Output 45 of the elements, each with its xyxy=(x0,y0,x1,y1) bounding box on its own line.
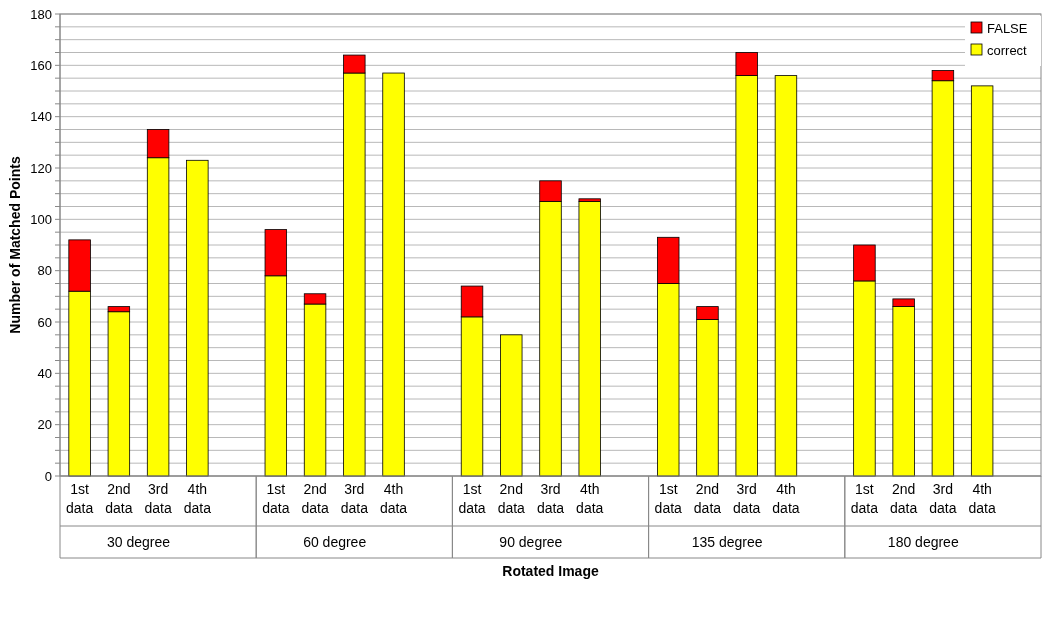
y-tick-label: 120 xyxy=(30,160,52,176)
x-tick-label: 4th data xyxy=(183,481,212,516)
x-tick-label: 2nd data xyxy=(301,481,329,516)
text: 90 degree xyxy=(499,534,563,550)
legend-label: correct xyxy=(987,42,1028,58)
text: 60 degree xyxy=(303,534,367,550)
x-tick-label: 4th data xyxy=(968,481,996,516)
x-tick-label: 2nd data xyxy=(105,481,133,516)
x-tick-label: 4th data xyxy=(576,481,604,516)
y-tick-label: 0 xyxy=(44,468,52,484)
bar xyxy=(186,159,209,477)
y-tick-label: 160 xyxy=(30,57,52,73)
text: 135 degree xyxy=(691,534,763,550)
y-tick-label: 20 xyxy=(37,417,52,433)
bar xyxy=(382,72,405,477)
x-tick-label: 3rd data xyxy=(536,481,565,516)
x-tick-label: 1st data xyxy=(654,481,683,516)
y-tick-label: 180 xyxy=(30,6,52,22)
x-tick-label: 4th data xyxy=(379,481,408,516)
x-tick-label: 4th data xyxy=(772,481,800,516)
y-tick-label: 40 xyxy=(37,365,52,381)
x-tick-label: 3rd data xyxy=(929,481,957,516)
x-tick-label: 3rd data xyxy=(733,481,761,516)
x-axis-title: Rotated Image xyxy=(502,563,599,579)
x-tick-label: 1st data xyxy=(66,481,94,516)
x-tick-label: 1st data xyxy=(262,481,290,516)
y-axis-title: Number of Matched Points xyxy=(7,156,23,334)
y-tick-label: 100 xyxy=(30,211,52,227)
text: 180 degree xyxy=(887,534,959,550)
x-tick-label: 2nd data xyxy=(497,481,526,516)
y-tick-label: 60 xyxy=(37,314,52,330)
x-tick-label: 2nd data xyxy=(693,481,722,516)
x-tick-label: 1st data xyxy=(458,481,486,516)
bar xyxy=(970,85,994,477)
text: 30 degree xyxy=(106,534,171,550)
x-tick-label: 1st data xyxy=(850,481,879,516)
bar xyxy=(774,75,798,477)
legend-label: FALSE xyxy=(987,20,1028,36)
x-tick-label: 2nd data xyxy=(890,481,918,516)
y-tick-label: 80 xyxy=(37,263,52,279)
x-tick-label: 3rd data xyxy=(340,481,369,516)
bar xyxy=(500,334,523,477)
x-tick-label: 3rd data xyxy=(144,481,172,516)
y-tick-label: 140 xyxy=(30,109,52,125)
bar xyxy=(578,200,601,477)
